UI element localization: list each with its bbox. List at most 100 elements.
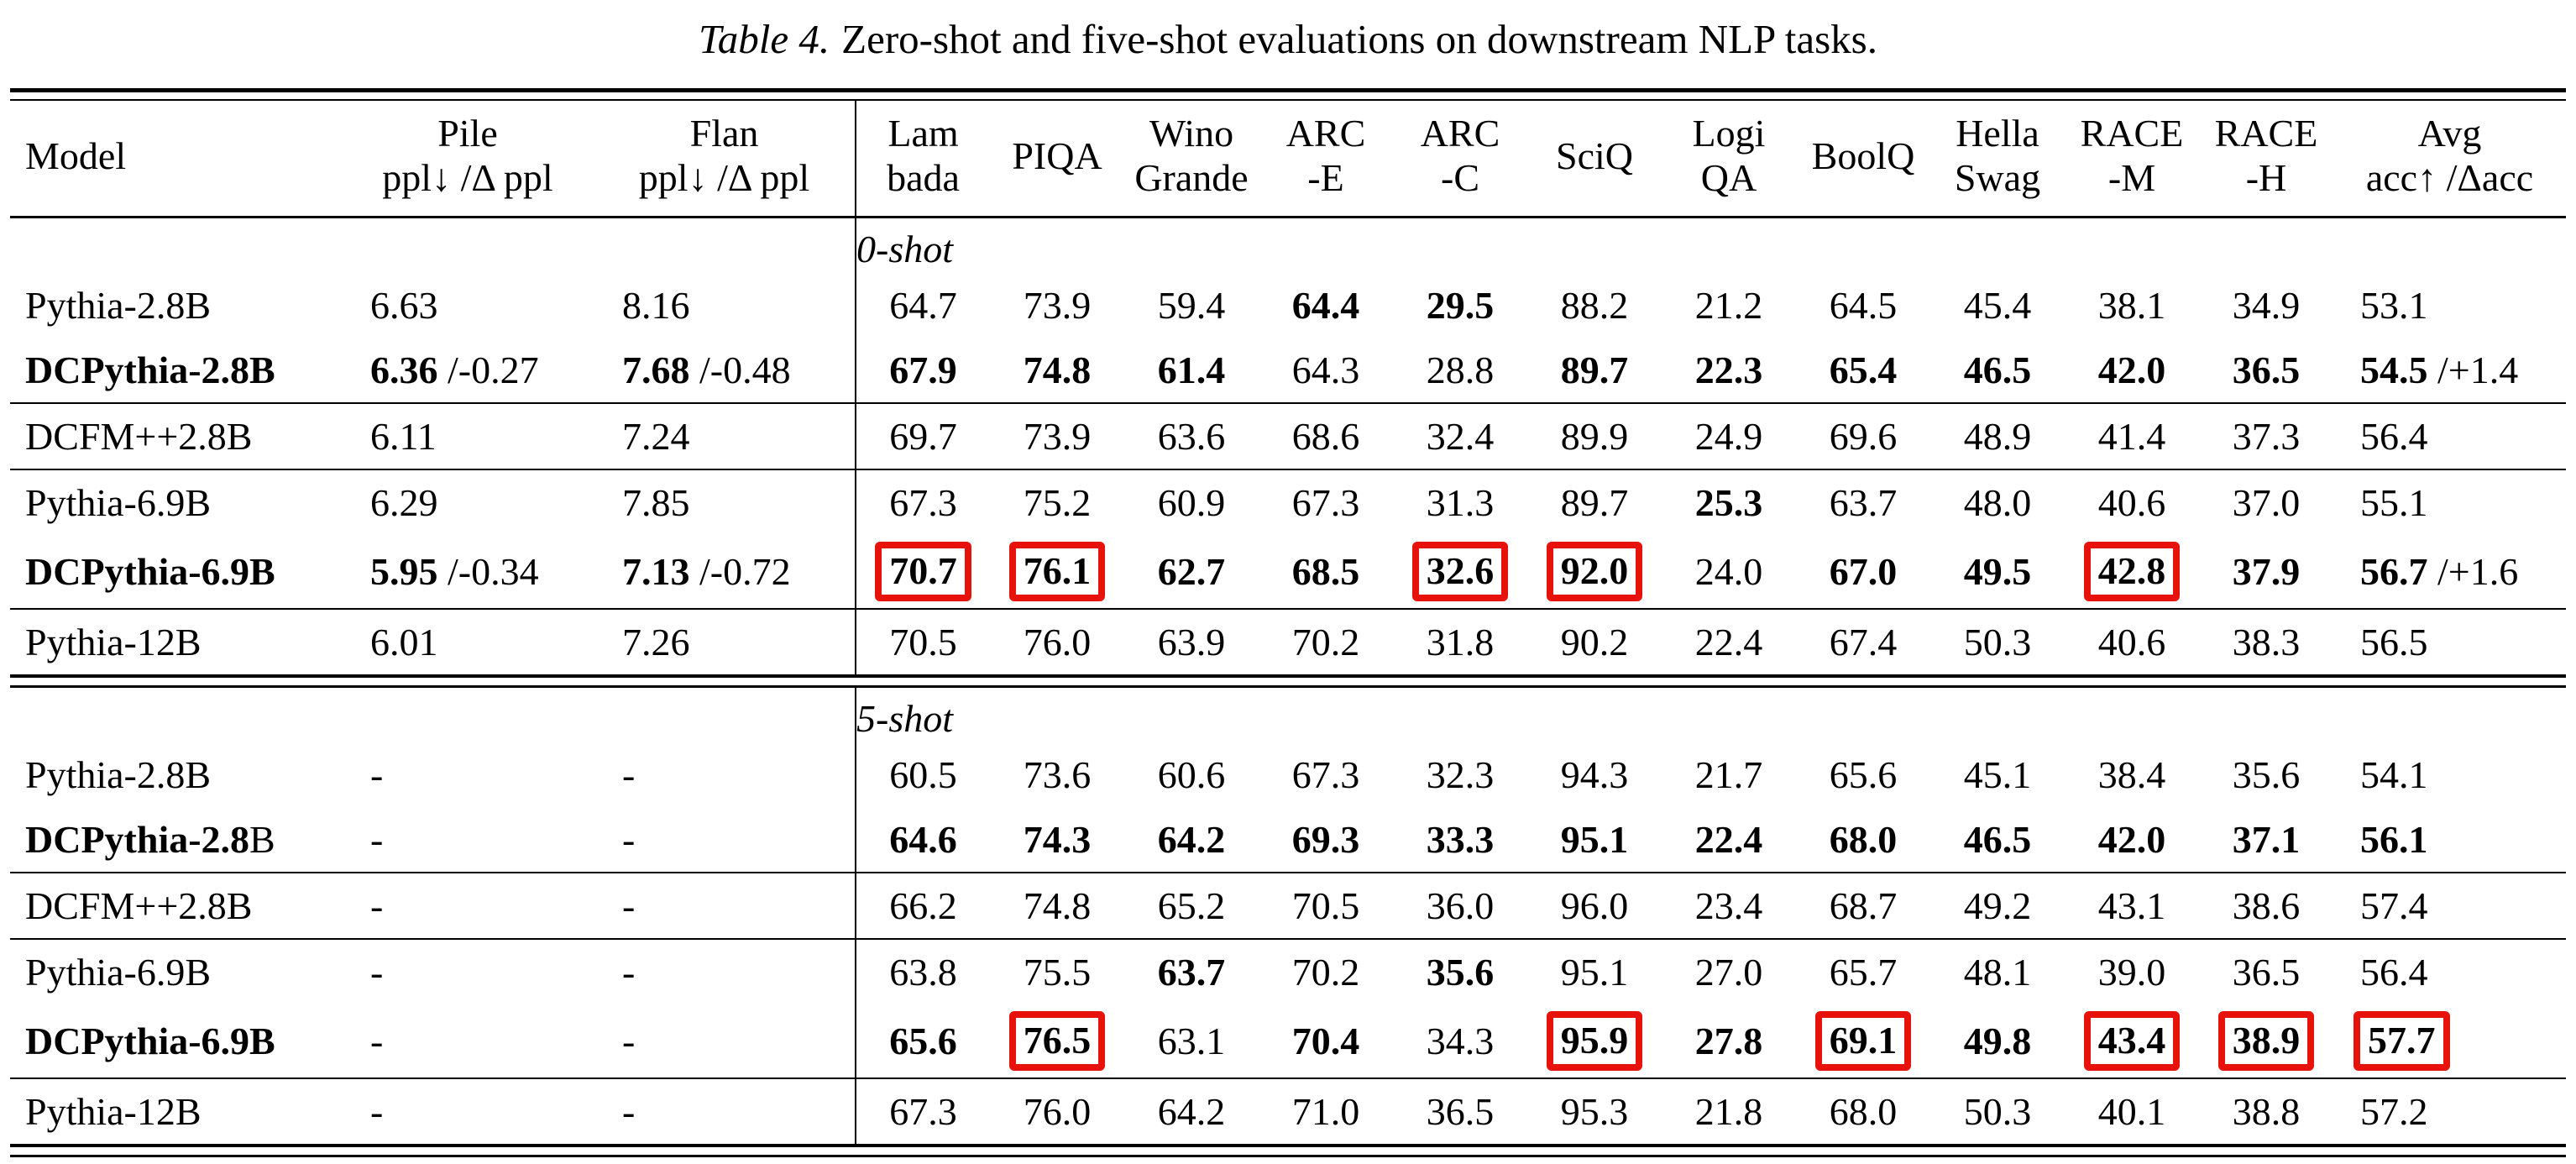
header-row: Model Pile ppl↓ /Δ ppl Flan ppl↓ /Δ ppl Lam ba… xyxy=(10,100,2566,218)
score-cell-piqa: 76.5 xyxy=(990,1004,1124,1079)
score-cell-arc_e: 68.5 xyxy=(1259,534,1393,610)
score-cell-logiqa: 21.2 xyxy=(1694,283,1763,327)
avg-acc-cell: 57.7 xyxy=(2333,1004,2566,1079)
avg-acc-cell: 56.4 xyxy=(2333,402,2566,470)
score-cell-hellaswag: 50.3 xyxy=(1963,620,2032,663)
col-header-flan: Flan ppl↓ /Δ ppl xyxy=(594,100,856,218)
section-divider-rule xyxy=(10,674,2566,688)
col-header-arc_e: ARC -E xyxy=(1259,100,1393,218)
score-cell-race_h: 36.5 xyxy=(2199,337,2333,404)
flan-ppl-cell: 7.24 xyxy=(594,402,856,470)
table-row: DCFM++2.8B - -66.2 74.8 65.2 70.5 36.0 96.0 23.4… xyxy=(10,872,2566,940)
avg-acc-cell: 57.2 xyxy=(2360,1089,2428,1133)
table-body: 0-shot Pythia-2.8B 6.63 8.16 64.7 73.9 59.4 64.… xyxy=(10,217,2566,1157)
caption-text: Zero-shot and five-shot evaluations on d… xyxy=(841,16,1877,62)
score-cell-race_h: 37.1 xyxy=(2199,806,2333,873)
score-cell-piqa: 73.9 xyxy=(990,402,1124,470)
score-cell-logiqa: 25.3 xyxy=(1694,480,1763,524)
pile-ppl-cell: 5.95 /-0.34 xyxy=(342,534,594,610)
col-header-boolq: BoolQ xyxy=(1796,100,1930,218)
score-cell-logiqa: 22.4 xyxy=(1694,620,1763,663)
score-cell-boolq: 64.5 xyxy=(1829,283,1898,327)
score-cell-logiqa: 24.0 xyxy=(1662,534,1796,610)
score-cell-piqa: 76.0 xyxy=(1023,620,1092,663)
table-row: DCPythia-6.9B 5.95 /-0.34 7.13 /-0.72 70.7 7… xyxy=(10,534,2566,610)
section-label-row: 5-shot xyxy=(10,686,2566,742)
score-cell-winogrande: 60.9 xyxy=(1157,480,1226,524)
score-cell-arc_c: 31.8 xyxy=(1426,620,1495,663)
score-cell-sciq: 95.1 xyxy=(1527,806,1662,873)
flan-ppl-cell: - xyxy=(594,1004,856,1079)
section-label-row: 0-shot xyxy=(10,217,2566,273)
table-row: Pythia-6.9B - - 63.8 75.5 63.7 70.2 35.6 95.1 27.… xyxy=(10,938,2566,1004)
model-name-cell: Pythia-6.9B xyxy=(25,480,212,524)
model-name-cell: Pythia-12B xyxy=(25,1089,202,1133)
avg-acc-cell: 56.4 xyxy=(2360,950,2428,994)
caption-number: Table 4. xyxy=(699,16,830,62)
avg-acc-cell: 54.5 /+1.4 xyxy=(2333,337,2566,404)
pile-ppl-cell: 6.63 xyxy=(370,283,438,327)
score-cell-hellaswag: 48.9 xyxy=(1930,402,2065,470)
score-cell-arc_c: 28.8 xyxy=(1393,337,1527,404)
avg-acc-cell: 56.7 /+1.6 xyxy=(2333,534,2566,610)
score-cell-hellaswag: 50.3 xyxy=(1963,1089,2032,1133)
table-row: Pythia-6.9B 6.29 7.85 67.3 75.2 60.9 67.3 31.3 8… xyxy=(10,469,2566,535)
flan-ppl-cell: - xyxy=(622,752,636,796)
score-cell-logiqa: 21.7 xyxy=(1694,752,1763,796)
model-name-cell: DCPythia-6.9B xyxy=(10,1004,342,1079)
score-cell-lambada: 67.9 xyxy=(855,337,990,404)
flan-ppl-cell: - xyxy=(594,806,856,873)
avg-acc-cell: 55.1 xyxy=(2360,480,2428,524)
score-cell-race_m: 38.4 xyxy=(2097,752,2166,796)
score-cell-race_h: 36.5 xyxy=(2232,950,2301,994)
table-row: Pythia-2.8B - - 60.5 73.6 60.6 67.3 32.3 94.3 21.… xyxy=(10,742,2566,807)
red-highlight-box: 57.7 xyxy=(2353,1010,2450,1071)
score-cell-lambada: 67.3 xyxy=(855,1077,990,1146)
avg-acc-cell: 53.1 xyxy=(2360,283,2428,327)
score-cell-race_m: 40.6 xyxy=(2097,620,2166,663)
red-highlight-box: 43.4 xyxy=(2083,1010,2181,1071)
model-name-cell: Pythia-2.8B xyxy=(25,752,212,796)
score-cell-boolq: 69.6 xyxy=(1796,402,1930,470)
score-cell-race_m: 39.0 xyxy=(2097,950,2166,994)
score-cell-race_h: 37.9 xyxy=(2199,534,2333,610)
score-cell-hellaswag: 46.5 xyxy=(1930,337,2065,404)
score-cell-sciq: 89.7 xyxy=(1560,480,1629,524)
top-rule xyxy=(10,88,2566,101)
col-header-piqa: PIQA xyxy=(990,100,1124,218)
score-cell-lambada: 69.7 xyxy=(855,402,990,470)
score-cell-winogrande: 63.1 xyxy=(1124,1004,1259,1079)
score-cell-winogrande: 59.4 xyxy=(1157,283,1226,327)
score-cell-piqa: 75.2 xyxy=(1023,480,1092,524)
score-cell-lambada: 70.5 xyxy=(855,608,990,676)
shot-label: 0-shot xyxy=(855,217,1124,273)
col-header-sciq: SciQ xyxy=(1527,100,1662,218)
flan-ppl-cell: 7.13 /-0.72 xyxy=(594,534,856,610)
score-cell-piqa: 73.9 xyxy=(1023,283,1092,327)
col-header-winogrande: Wino Grande xyxy=(1124,100,1259,218)
score-cell-arc_c: 29.5 xyxy=(1426,283,1495,327)
col-header-hellaswag: Hella Swag xyxy=(1930,100,2065,218)
col-header-lambada: Lam bada xyxy=(855,100,990,218)
score-cell-arc_e: 70.4 xyxy=(1259,1004,1393,1079)
score-cell-hellaswag: 46.5 xyxy=(1930,806,2065,873)
red-highlight-box: 42.8 xyxy=(2083,541,2181,601)
table-row: DCPythia-2.8B 6.36 /-0.27 7.68 /-0.48 67.9 7… xyxy=(10,337,2566,404)
score-cell-hellaswag: 48.0 xyxy=(1963,480,2032,524)
score-cell-boolq: 68.0 xyxy=(1829,1089,1898,1133)
pile-ppl-cell: - xyxy=(370,950,384,994)
score-cell-winogrande: 63.9 xyxy=(1157,620,1226,663)
score-cell-winogrande: 64.2 xyxy=(1157,1089,1226,1133)
score-cell-hellaswag: 48.1 xyxy=(1963,950,2032,994)
score-cell-race_m: 42.0 xyxy=(2065,806,2199,873)
score-cell-arc_c: 34.3 xyxy=(1393,1004,1527,1079)
score-cell-lambada: 60.5 xyxy=(855,742,990,807)
table-row: Pythia-12B 6.01 7.26 70.5 76.0 63.9 70.2 31.8 90… xyxy=(10,608,2566,676)
score-cell-race_m: 42.0 xyxy=(2065,337,2199,404)
score-cell-sciq: 96.0 xyxy=(1527,872,1662,940)
pile-ppl-cell: - xyxy=(342,1004,594,1079)
score-cell-piqa: 73.6 xyxy=(1023,752,1092,796)
red-highlight-box: 92.0 xyxy=(1546,541,1643,601)
pile-ppl-cell: - xyxy=(342,872,594,940)
